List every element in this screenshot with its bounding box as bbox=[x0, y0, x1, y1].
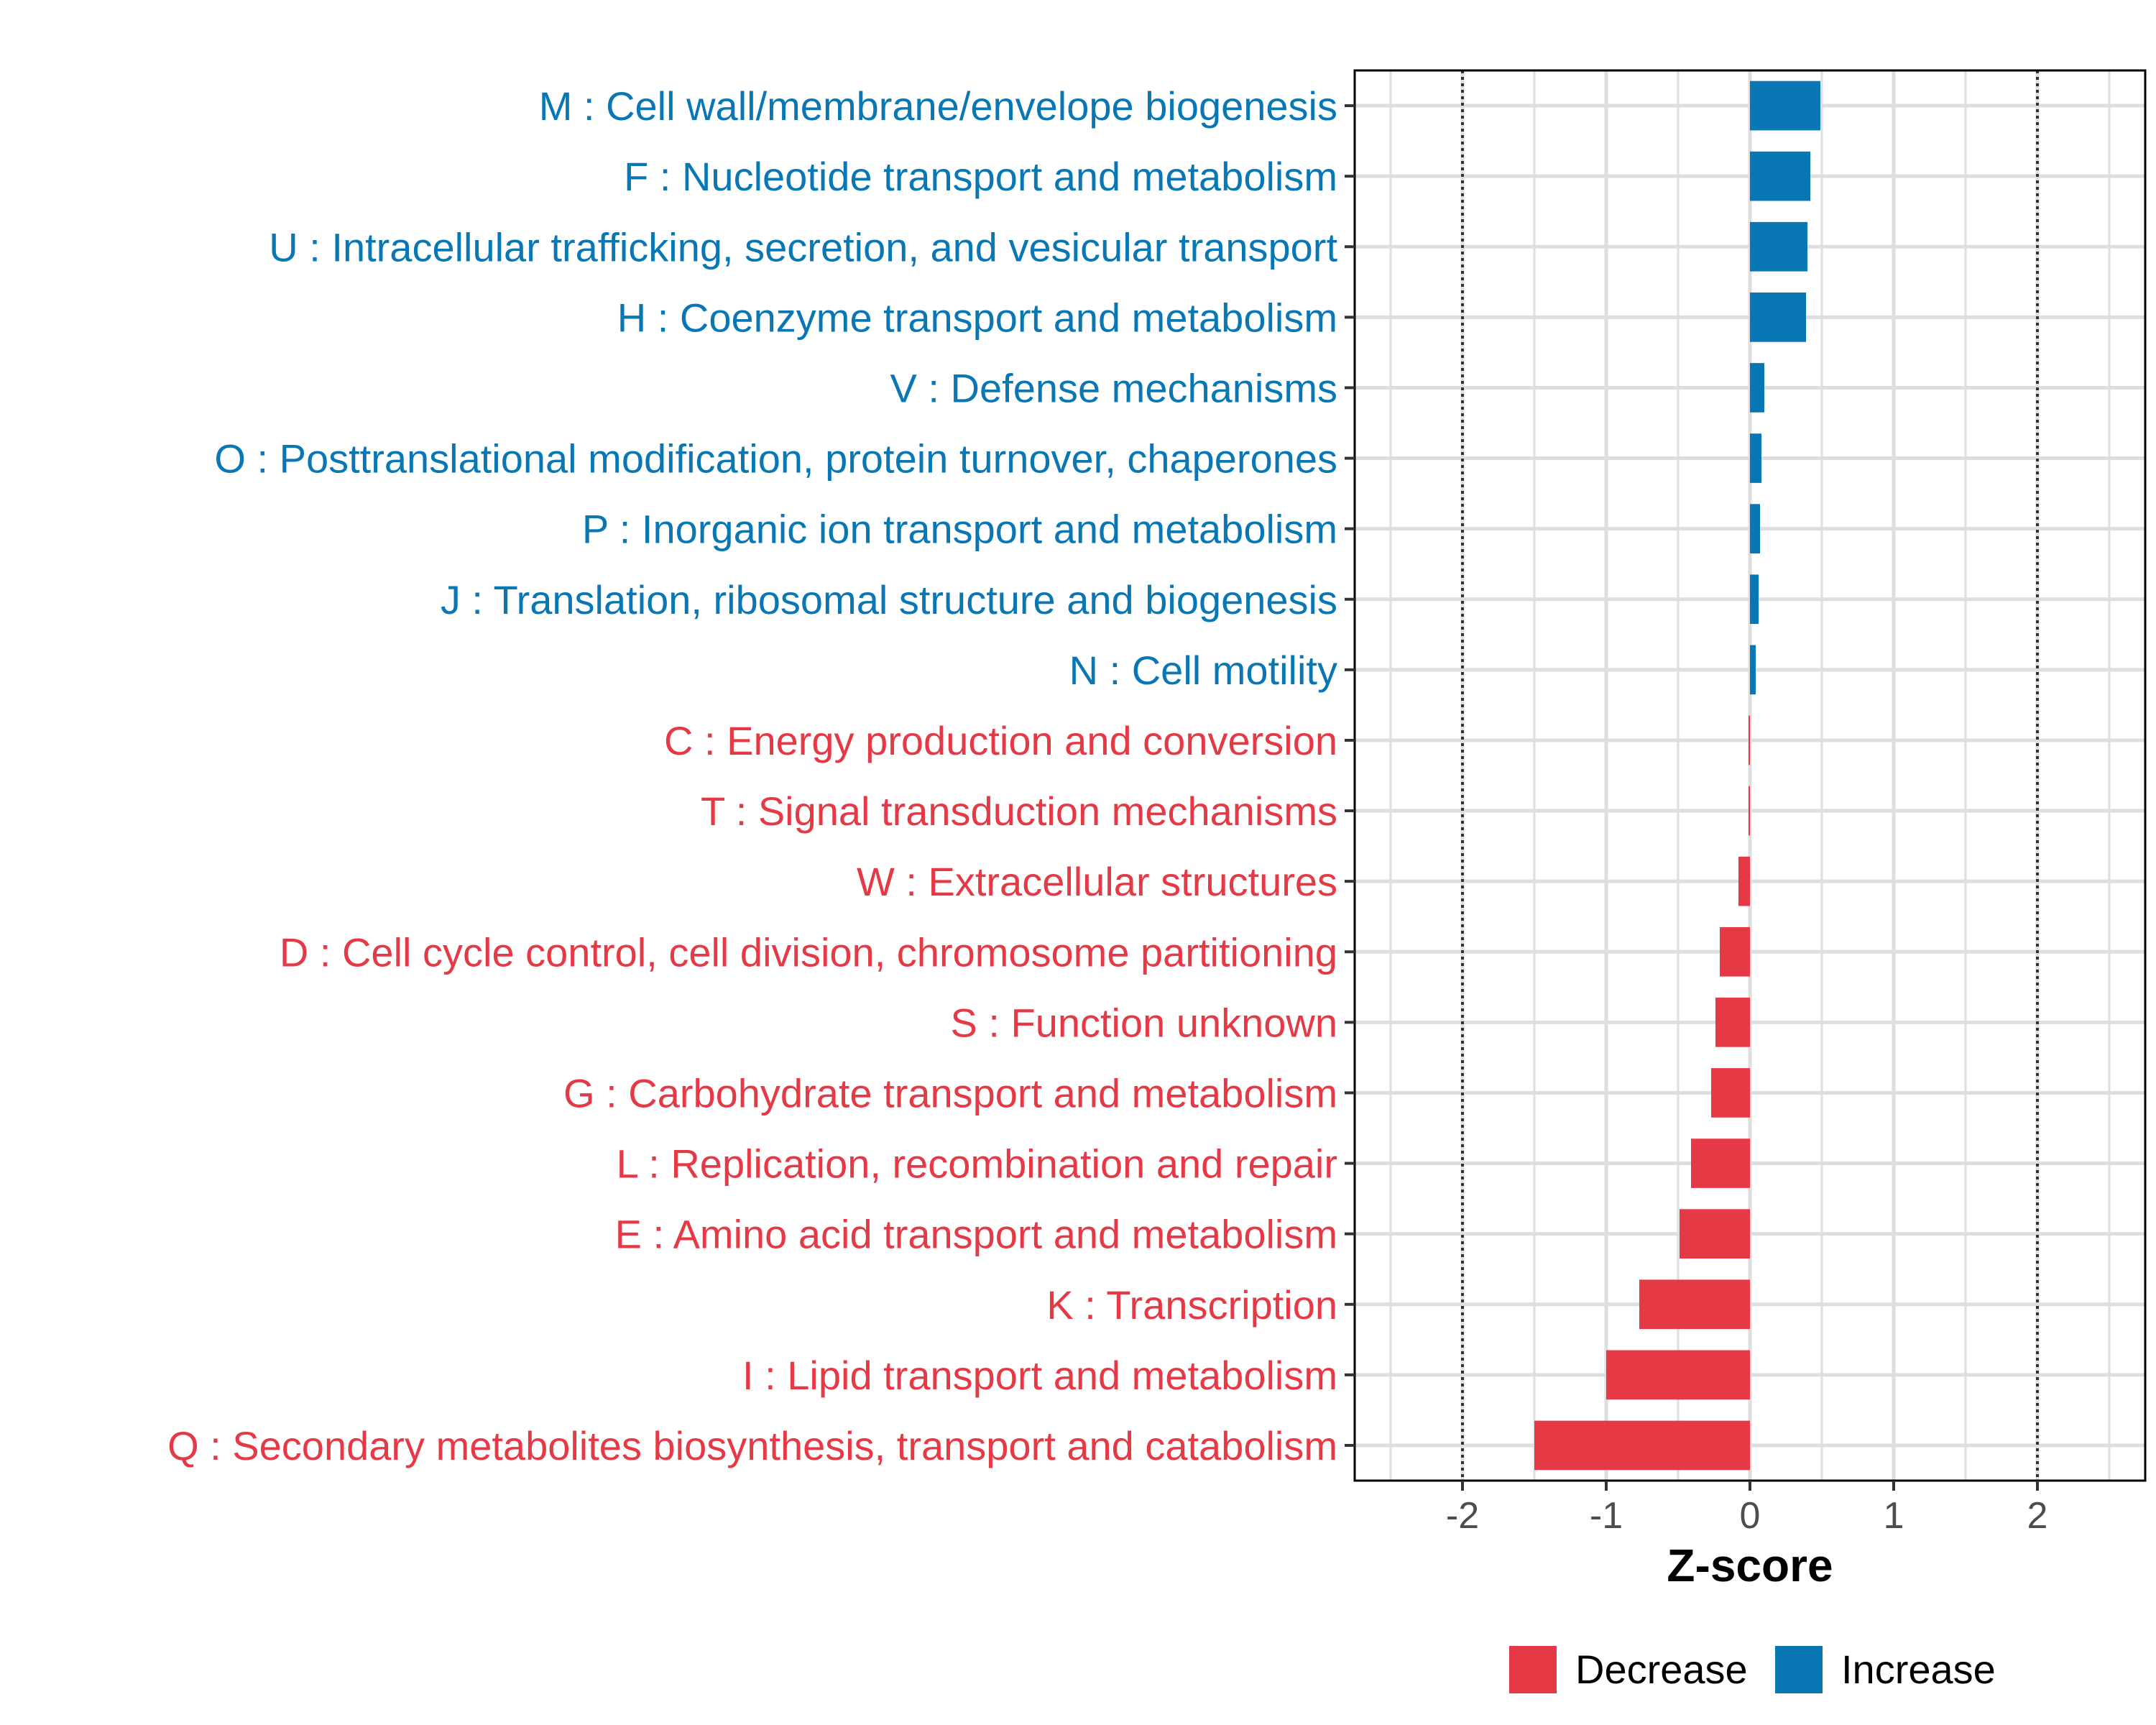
bar-h bbox=[1750, 293, 1806, 342]
legend-label-decrease: Decrease bbox=[1575, 1647, 1748, 1692]
legend: Decrease Increase bbox=[1509, 1646, 1996, 1693]
bar-q bbox=[1534, 1420, 1750, 1471]
reference-lines bbox=[1461, 70, 2039, 1481]
legend-key-increase bbox=[1775, 1646, 1823, 1693]
category-label: Q : Secondary metabolites biosynthesis, … bbox=[167, 1423, 1337, 1468]
category-label: J : Translation, ribosomal structure and… bbox=[441, 577, 1337, 622]
bar-w bbox=[1738, 856, 1750, 906]
y-axis: M : Cell wall/membrane/envelope biogenes… bbox=[167, 83, 1355, 1468]
category-label: M : Cell wall/membrane/envelope biogenes… bbox=[539, 83, 1337, 129]
category-label: L : Replication, recombination and repai… bbox=[617, 1141, 1337, 1187]
category-label: H : Coenzyme transport and metabolism bbox=[617, 295, 1337, 340]
bars-layer bbox=[1534, 80, 1820, 1471]
bar-m bbox=[1750, 80, 1820, 131]
category-label: S : Function unknown bbox=[950, 1000, 1337, 1045]
category-label: T : Signal transduction mechanisms bbox=[701, 788, 1337, 834]
category-label: C : Energy production and conversion bbox=[664, 718, 1337, 763]
x-tick-label: 2 bbox=[2027, 1495, 2048, 1537]
legend-key-decrease bbox=[1509, 1646, 1557, 1693]
category-label: G : Carbohydrate transport and metabolis… bbox=[563, 1070, 1337, 1116]
x-tick-label: 1 bbox=[1884, 1495, 1904, 1537]
bar-e bbox=[1680, 1209, 1750, 1259]
bar-c bbox=[1749, 715, 1750, 765]
x-tick-label: -2 bbox=[1446, 1495, 1479, 1537]
category-label: P : Inorganic ion transport and metaboli… bbox=[582, 507, 1337, 552]
bar-f bbox=[1750, 151, 1810, 201]
bar-t bbox=[1749, 786, 1750, 836]
bar-g bbox=[1711, 1068, 1750, 1118]
bar-j bbox=[1750, 574, 1759, 625]
x-axis: -2 -1 0 1 2 bbox=[1446, 1481, 2048, 1537]
category-label: W : Extracellular structures bbox=[857, 859, 1337, 904]
bar-l bbox=[1691, 1138, 1750, 1188]
category-label: I : Lipid transport and metabolism bbox=[742, 1353, 1337, 1398]
bar-s bbox=[1715, 998, 1750, 1047]
x-tick-label: 0 bbox=[1740, 1495, 1761, 1537]
bar-i bbox=[1606, 1350, 1750, 1400]
bar-n bbox=[1750, 645, 1756, 695]
x-axis-title: Z-score bbox=[1667, 1540, 1833, 1591]
bar-u bbox=[1750, 221, 1807, 272]
legend-label-increase: Increase bbox=[1841, 1647, 1996, 1692]
bar-v bbox=[1750, 363, 1764, 413]
bar-o bbox=[1750, 433, 1761, 483]
category-label: E : Amino acid transport and metabolism bbox=[615, 1212, 1337, 1257]
category-label: F : Nucleotide transport and metabolism bbox=[624, 154, 1337, 199]
category-label: U : Intracellular trafficking, secretion… bbox=[269, 224, 1337, 270]
category-label: D : Cell cycle control, cell division, c… bbox=[280, 929, 1337, 975]
category-label: O : Posttranslational modification, prot… bbox=[214, 436, 1337, 482]
category-label: N : Cell motility bbox=[1069, 648, 1337, 693]
bar-k bbox=[1639, 1279, 1750, 1330]
bar-p bbox=[1750, 504, 1760, 553]
x-tick-label: -1 bbox=[1590, 1495, 1623, 1537]
category-label: K : Transcription bbox=[1046, 1282, 1337, 1328]
category-label: V : Defense mechanisms bbox=[890, 365, 1337, 410]
bar-d bbox=[1720, 926, 1750, 977]
